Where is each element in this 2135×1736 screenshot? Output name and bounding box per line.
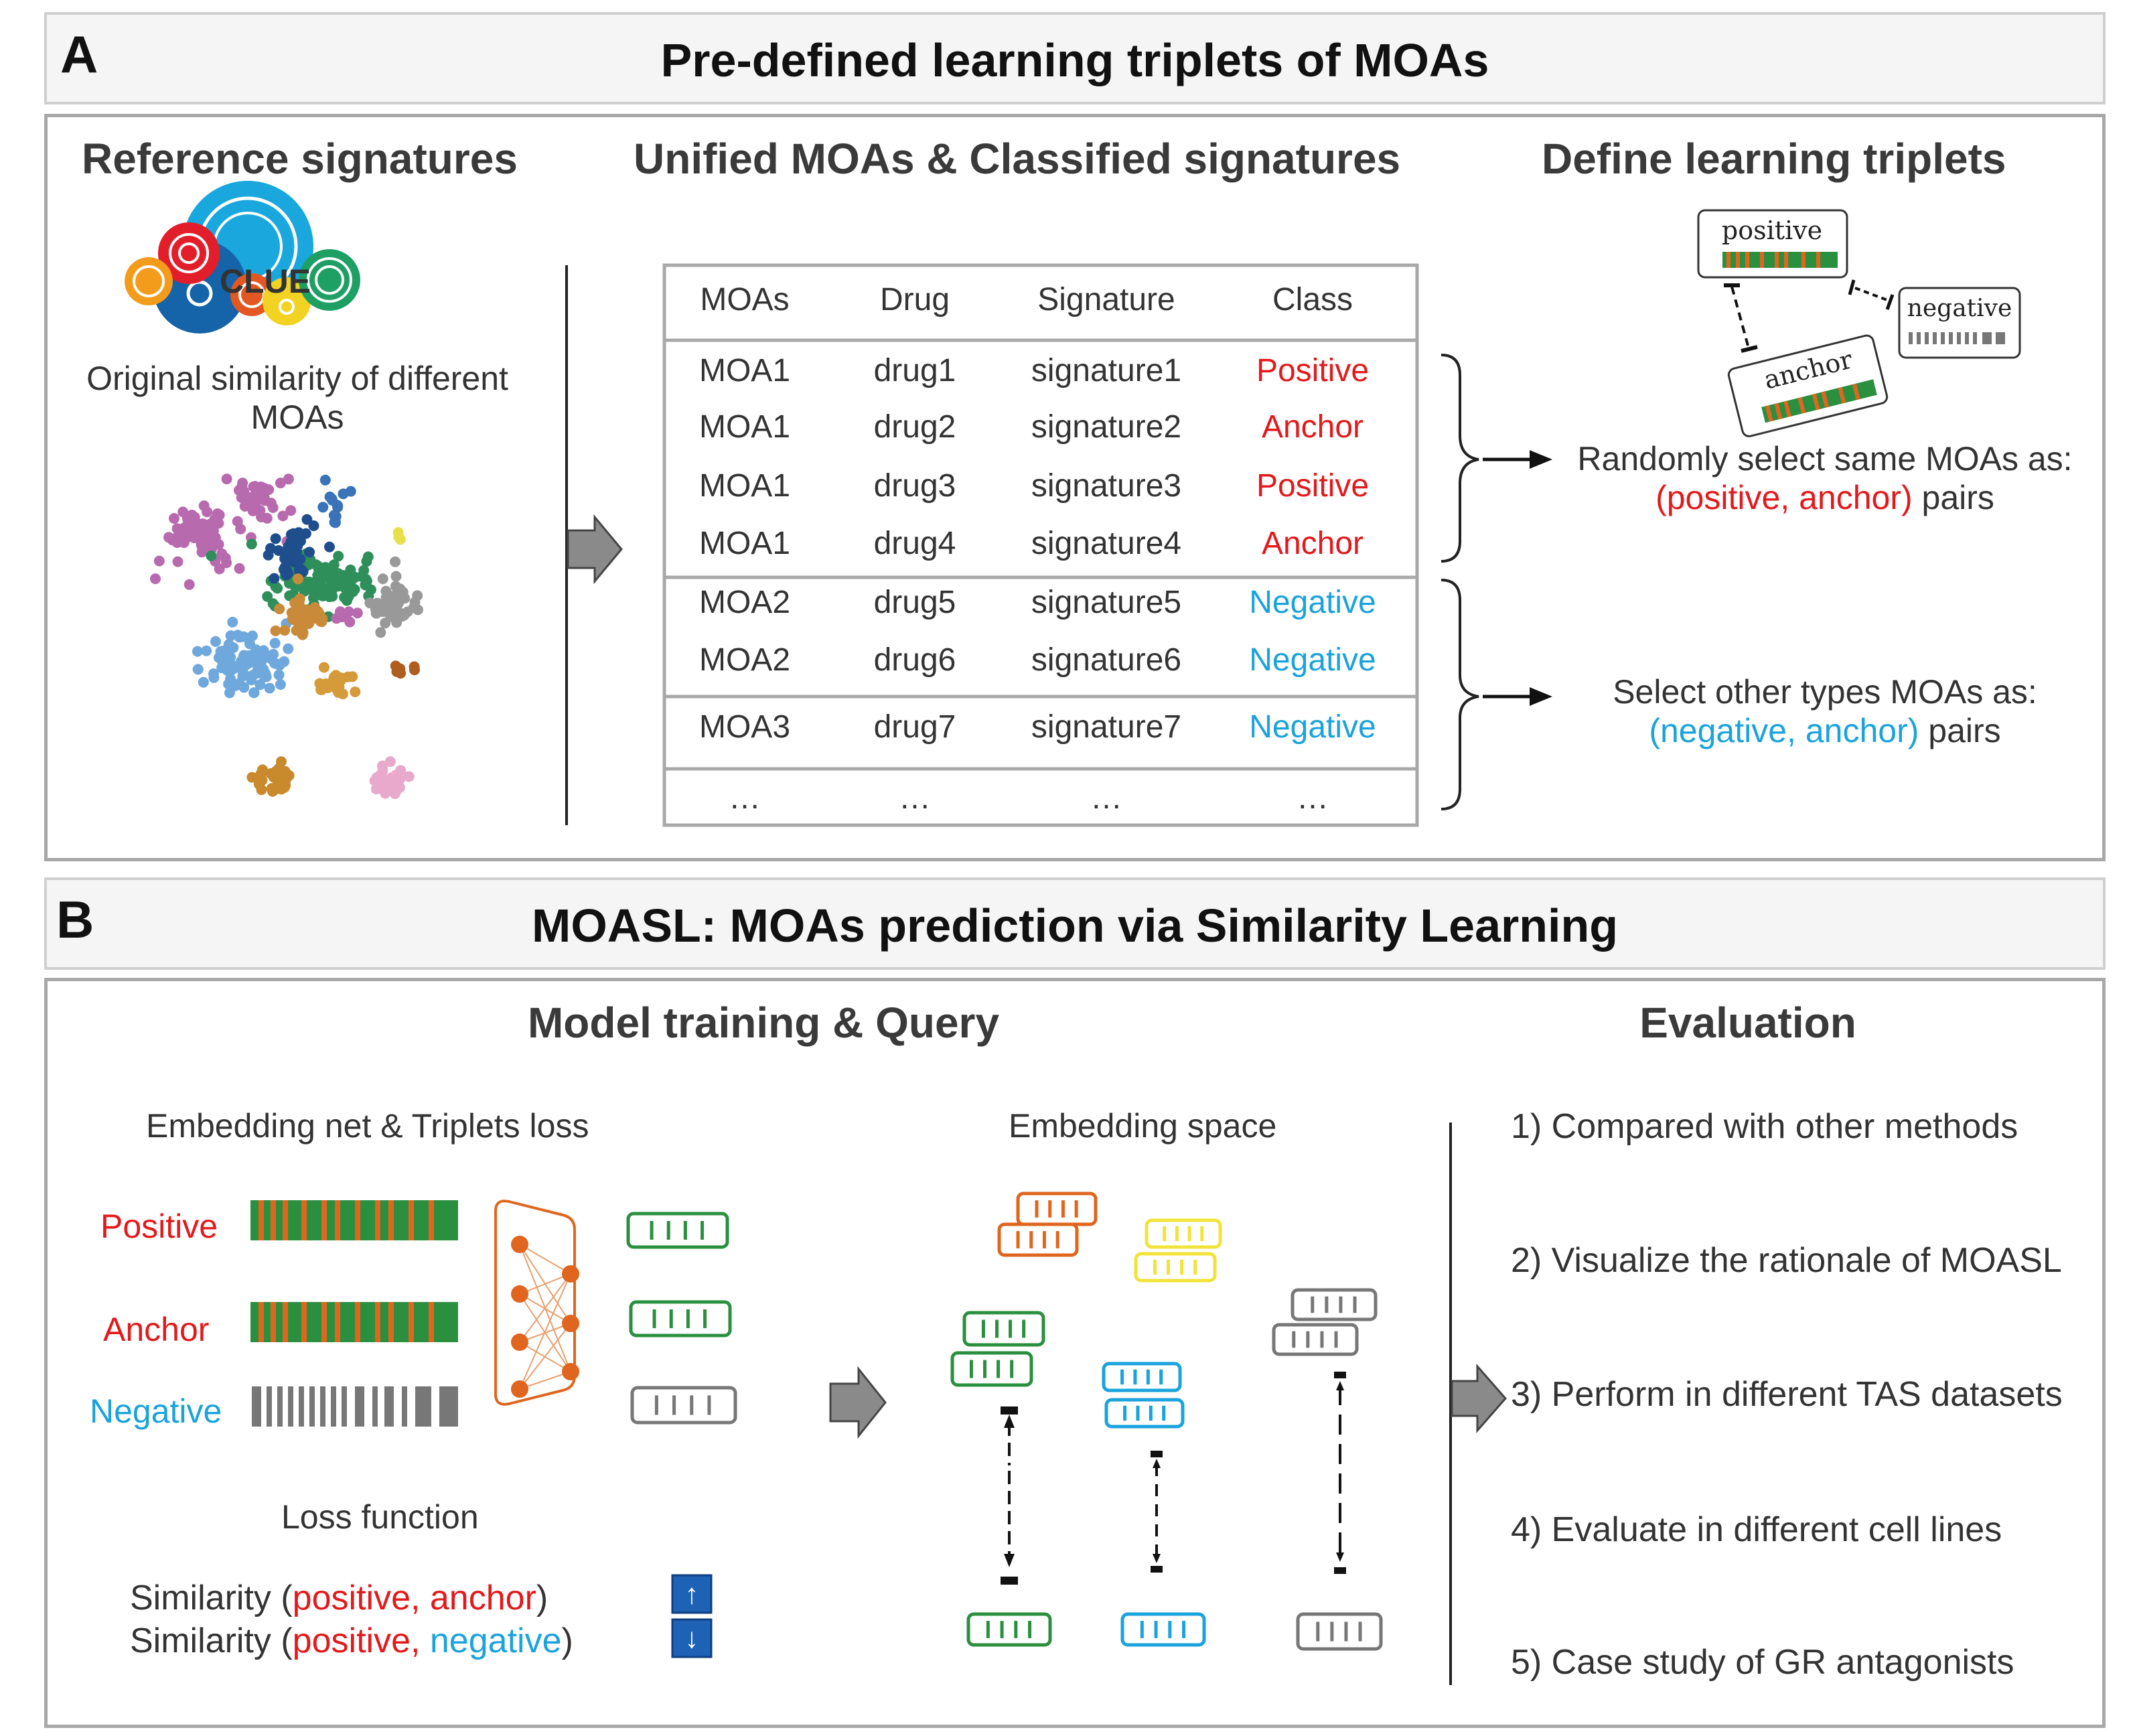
panel-a-letter: A [60, 25, 98, 84]
table-cell: drug1 [873, 353, 956, 388]
table-cell: drug4 [873, 526, 956, 561]
class-cell: … [1297, 780, 1329, 816]
table-cell: signature2 [1031, 409, 1182, 445]
table-cell: MOA1 [698, 409, 791, 445]
panel-a-title: Pre-defined learning triplets of MOAs [660, 34, 1489, 86]
evaluation-item: 5) Case study of GR antagonists [1511, 1643, 2014, 1682]
reference-caption-line1: Original similarity of different [86, 360, 508, 397]
sim-positive: positive, [292, 1579, 421, 1617]
other-moa-pairs: (negative, anchor) pairs [1567, 711, 2083, 750]
pairs-suffix: pairs [1921, 479, 1994, 516]
evaluation-item: 2) Visualize the rationale of MOASL [1511, 1241, 2062, 1280]
pair-anchor-text: anchor) [1805, 712, 1919, 749]
class-cell: Anchor [1261, 526, 1364, 561]
panel-b-letter: B [56, 890, 94, 949]
table-cell: MOA1 [698, 526, 791, 561]
table-cell: drug5 [873, 585, 956, 620]
unified-heading: Unified MOAs & Classified signatures [634, 135, 1401, 183]
similarity-word: Similarity [130, 1621, 271, 1660]
pair-positive-text: (positive, [1655, 479, 1790, 516]
table-cell: MOA1 [698, 353, 791, 388]
similarity-word: Similarity [130, 1579, 271, 1617]
training-heading: Model training & Query [527, 999, 1000, 1047]
class-cell: Anchor [1261, 409, 1364, 445]
label-anchor: Anchor [103, 1311, 210, 1348]
table-cell: drug6 [873, 642, 956, 678]
pairs-suffix: pairs [1928, 712, 2001, 749]
table-cell: signature1 [1031, 353, 1182, 388]
panel-a-box [44, 114, 2106, 861]
pair-negative-text: (negative, [1649, 712, 1796, 749]
other-moa-line: Select other types MOAs as: [1613, 673, 2037, 711]
table-header-cell: Signature [1037, 282, 1175, 317]
label-positive: Positive [100, 1208, 218, 1245]
similarity-pos-negative: Similarity (positive, negative) [130, 1621, 573, 1660]
reference-heading: Reference signatures [82, 135, 518, 183]
table-cell: signature5 [1031, 585, 1182, 620]
sim-anchor: anchor [429, 1579, 536, 1617]
table-cell: MOA2 [698, 585, 791, 620]
clue-logo-text: CLUE [220, 263, 311, 300]
reference-caption-line2: MOAs [250, 399, 344, 436]
table-cell: drug3 [873, 468, 956, 504]
pair-anchor-text: anchor) [1799, 479, 1913, 516]
define-heading: Define learning triplets [1542, 135, 2006, 183]
class-cell: Positive [1256, 353, 1370, 388]
same-moa-pairs: (positive, anchor) pairs [1567, 478, 2083, 517]
panel-b-title: MOASL: MOAs prediction via Similarity Le… [532, 899, 1618, 952]
card-positive-label: positive [1721, 216, 1823, 245]
table-cell: MOA2 [698, 642, 791, 678]
class-cell: Negative [1249, 585, 1376, 620]
table-cell: signature3 [1031, 468, 1182, 504]
table-cell: drug2 [873, 409, 956, 445]
sim-negative: negative [429, 1621, 562, 1660]
table-cell: signature4 [1031, 526, 1182, 561]
class-cell: Negative [1249, 709, 1376, 745]
same-moa-line: Randomly select same MOAs as: [1577, 440, 2073, 478]
down-arrow-icon: ↓ [684, 1622, 699, 1654]
panel-a-title-bar: A Pre-defined learning triplets of MOAs [44, 12, 2106, 104]
table-header-cell: MOAs [700, 282, 790, 317]
label-negative: Negative [90, 1392, 222, 1430]
similarity-pos-anchor: Similarity (positive, anchor) [130, 1579, 548, 1617]
class-cell: Positive [1256, 468, 1370, 504]
up-arrow-icon: ↑ [684, 1578, 699, 1609]
embed-net-label: Embedding net & Triplets loss [146, 1107, 589, 1145]
class-cell: Negative [1249, 642, 1376, 678]
loss-heading: Loss function [281, 1498, 479, 1536]
panel-b-title-bar: B MOASL: MOAs prediction via Similarity … [44, 877, 2106, 970]
embed-space-label: Embedding space [1009, 1107, 1277, 1145]
table-cell: … [899, 780, 931, 816]
table-cell: … [729, 780, 761, 816]
sim-positive: positive, [292, 1621, 421, 1660]
table-header-cell: Class [1272, 282, 1353, 317]
evaluation-heading: Evaluation [1639, 999, 1856, 1047]
evaluation-item: 4) Evaluate in different cell lines [1511, 1510, 2002, 1549]
table-cell: drug7 [873, 709, 956, 745]
table-cell: signature7 [1031, 709, 1182, 745]
panel-b-box [44, 978, 2106, 1728]
table-cell: MOA1 [698, 468, 791, 504]
table-cell: signature6 [1031, 642, 1182, 678]
table-header-cell: Drug [879, 282, 950, 317]
table-cell: … [1090, 780, 1122, 816]
evaluation-item: 1) Compared with other methods [1511, 1107, 2018, 1146]
table-cell: MOA3 [698, 709, 791, 745]
evaluation-item: 3) Perform in different TAS datasets [1511, 1375, 2063, 1414]
card-negative-label: negative [1907, 295, 2012, 322]
